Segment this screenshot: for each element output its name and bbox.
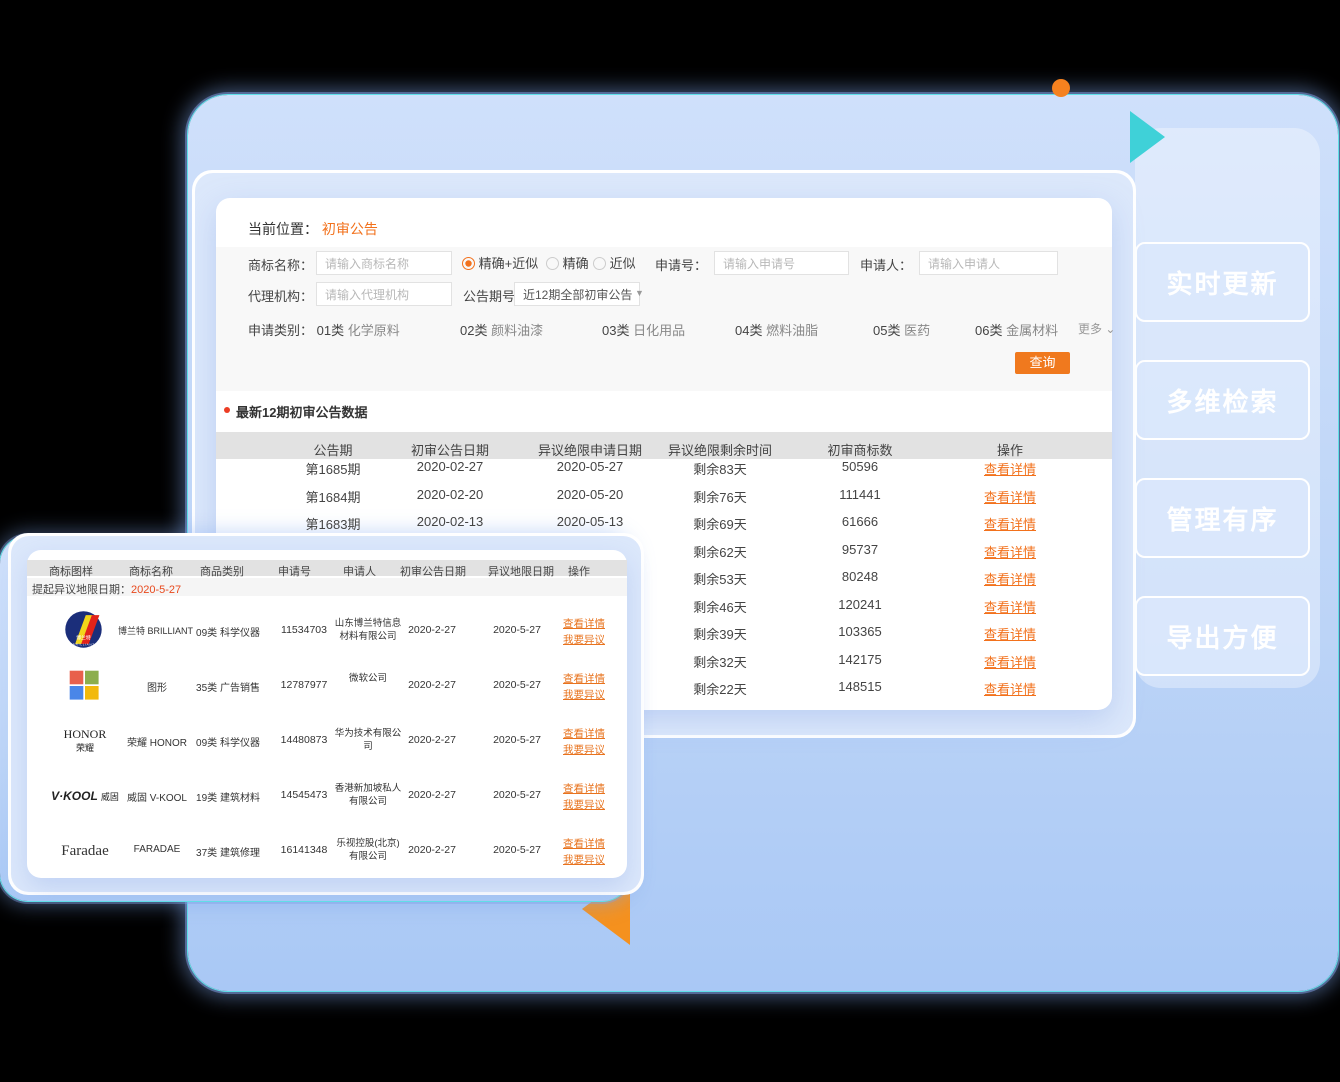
svg-text:B R I L L I A N T: B R I L L I A N T <box>73 642 94 646</box>
